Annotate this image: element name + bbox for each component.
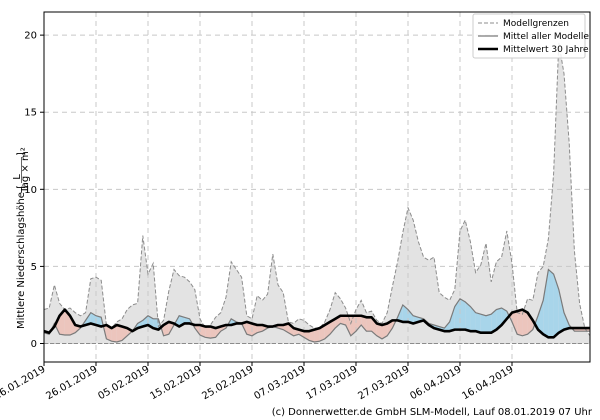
climate-mean-line [44, 308, 590, 339]
y-axis-label-text: Mittlere Niederschlagshöhe [ [16, 185, 27, 329]
difference-segment [538, 300, 544, 335]
y-tick-label: 10 [24, 185, 37, 196]
difference-segment [361, 315, 367, 332]
y-tick-label: 0 [31, 339, 37, 350]
y-axis-label-numerator: L [12, 174, 23, 180]
difference-segment [116, 324, 122, 342]
legend-label: Modellgrenzen [503, 19, 569, 29]
legend-box [472, 13, 586, 59]
difference-segment [491, 309, 497, 333]
difference-segment [460, 298, 466, 330]
difference-segment [454, 298, 460, 330]
difference-segment [496, 308, 502, 330]
credit-text: (c) Donnerwetter.de GmbH SLM-Modell, Lau… [271, 407, 592, 418]
difference-segment [553, 274, 559, 338]
difference-segment [304, 331, 310, 341]
difference-segment [106, 324, 112, 342]
plot-area [44, 12, 590, 362]
x-tick-label: 26.01.2019 [44, 364, 99, 402]
difference-segment [449, 306, 455, 332]
difference-segment [522, 309, 528, 336]
difference-segment [90, 312, 96, 325]
x-tick-label: 16.01.2019 [0, 364, 48, 402]
difference-segment [543, 269, 549, 338]
y-tick-label: 20 [24, 31, 37, 42]
x-tick-label: 15.02.2019 [148, 364, 203, 402]
difference-segment [387, 320, 393, 336]
difference-segment [486, 314, 492, 333]
difference-segment [257, 324, 263, 333]
x-tick-label: 25.02.2019 [200, 364, 255, 402]
difference-segment [314, 328, 320, 342]
model-mean-line [44, 268, 590, 343]
difference-segment [96, 315, 102, 327]
x-tick-label: 07.03.2019 [252, 364, 307, 402]
difference-segment [480, 314, 486, 333]
difference-segment [376, 323, 382, 339]
difference-segment [527, 312, 533, 335]
x-tick-label: 06.04.2019 [408, 364, 463, 402]
difference-segment [366, 317, 372, 332]
legend-label: Mittelwert 30 Jahre [503, 45, 589, 55]
difference-segment [470, 306, 476, 332]
difference-segment [319, 324, 325, 342]
difference-segment [309, 329, 315, 342]
difference-segment [111, 324, 117, 342]
y-tick-label: 15 [24, 108, 37, 119]
difference-segment [200, 324, 206, 338]
difference-segment [517, 309, 523, 336]
x-tick-label: 17.03.2019 [304, 364, 359, 402]
difference-segment [122, 326, 128, 341]
difference-segment [475, 312, 481, 333]
legend-label: Mittel aller Modelle [503, 32, 589, 42]
x-tick-label: 05.02.2019 [96, 364, 151, 402]
difference-segment [465, 301, 471, 332]
difference-segment [558, 289, 564, 333]
difference-segment [548, 269, 554, 338]
difference-segment [356, 315, 362, 332]
plot-frame [43, 11, 591, 363]
difference-segment [371, 317, 377, 336]
model-envelope-area [44, 42, 590, 344]
difference-segment [153, 318, 159, 330]
x-tick-label: 16.04.2019 [460, 364, 515, 402]
x-tick-label: 27.03.2019 [356, 364, 411, 402]
difference-segment [501, 308, 507, 325]
difference-segment [246, 321, 252, 336]
difference-segment [408, 309, 414, 324]
difference-segment [205, 326, 211, 339]
difference-segment [512, 311, 518, 335]
difference-segment [210, 326, 216, 339]
y-tick-label: 5 [31, 262, 37, 273]
difference-segment [252, 323, 258, 336]
difference-segment [330, 318, 336, 335]
difference-segment [382, 323, 388, 339]
difference-segment [85, 312, 91, 325]
y-axis-label-denominator: Tag × m² [20, 147, 31, 193]
y-axis-label-suffix: ] [16, 152, 27, 156]
difference-segment [288, 323, 294, 336]
difference-segment [215, 326, 221, 338]
difference-segment [142, 315, 148, 327]
legend: Modellgrenzen Mittel aller Modelle Mittelw… [472, 13, 589, 59]
difference-segment [340, 315, 346, 325]
